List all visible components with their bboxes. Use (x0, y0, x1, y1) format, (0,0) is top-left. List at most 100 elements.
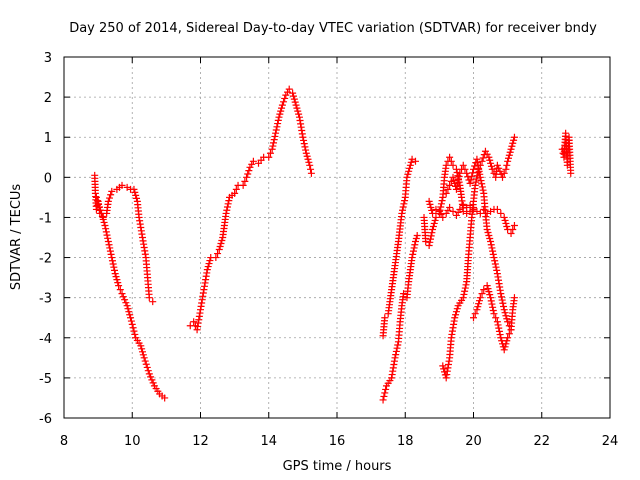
data-point (131, 188, 139, 196)
y-tick-label: 0 (44, 171, 52, 186)
data-point (442, 189, 450, 197)
data-point (471, 310, 479, 318)
data-point (411, 157, 419, 165)
data-point (503, 337, 511, 345)
data-point (92, 193, 100, 201)
data-point (93, 197, 101, 205)
data-point (246, 163, 254, 171)
data-point (145, 370, 153, 378)
data-point (449, 207, 457, 215)
data-point (94, 200, 102, 208)
data-point (140, 354, 148, 362)
y-tick-label: -5 (39, 372, 52, 387)
data-point (239, 181, 247, 189)
data-point (285, 85, 293, 93)
data-point (492, 263, 500, 271)
data-point (144, 367, 152, 375)
data-point (504, 154, 512, 162)
data-point (456, 169, 464, 177)
data-point (502, 312, 510, 320)
data-point (454, 208, 462, 216)
data-point (381, 314, 389, 322)
data-point (455, 173, 463, 181)
data-point (505, 151, 513, 159)
data-point (289, 92, 297, 100)
data-point (412, 235, 420, 243)
data-point (299, 133, 307, 141)
data-point (269, 142, 277, 150)
data-point (469, 169, 477, 177)
data-point (487, 162, 495, 170)
data-point (107, 250, 115, 258)
data-point (490, 254, 498, 262)
data-point (124, 305, 132, 313)
y-tick-label: 3 (44, 51, 52, 66)
data-point (101, 221, 109, 229)
data-point (232, 185, 240, 193)
data-point (248, 160, 256, 168)
data-point (459, 294, 467, 302)
data-point (452, 211, 460, 219)
data-point (497, 209, 505, 217)
data-point (510, 133, 518, 141)
data-point (409, 250, 417, 258)
data-point (502, 340, 510, 348)
x-axis-label: GPS time / hours (283, 459, 392, 474)
data-point (125, 308, 133, 316)
data-point (294, 107, 302, 115)
data-point (380, 392, 388, 400)
data-point (503, 161, 511, 169)
data-point (439, 362, 447, 370)
data-point (399, 206, 407, 214)
data-point (493, 318, 501, 326)
data-point (490, 310, 498, 318)
data-point (450, 176, 458, 184)
data-point (429, 225, 437, 233)
data-point (498, 296, 506, 304)
data-point (118, 290, 126, 298)
data-point (446, 181, 454, 189)
data-point (459, 161, 467, 169)
data-point (504, 157, 512, 165)
data-point (275, 113, 283, 121)
data-point (489, 307, 497, 315)
data-point (392, 347, 400, 355)
data-point (139, 351, 147, 359)
data-point (130, 327, 138, 335)
data-point (439, 213, 447, 221)
data-point (472, 178, 480, 186)
data-point (494, 321, 502, 329)
data-point (501, 309, 509, 317)
data-point (426, 238, 434, 246)
data-point (403, 173, 411, 181)
data-point (268, 145, 276, 153)
data-point (303, 152, 311, 160)
data-point (244, 170, 252, 178)
data-point (432, 213, 440, 221)
data-point (468, 172, 476, 180)
data-point (496, 167, 504, 175)
data-point (126, 311, 134, 319)
data-point (118, 181, 126, 189)
data-point (138, 348, 146, 356)
data-point (452, 311, 460, 319)
data-point (115, 282, 123, 290)
data-point (266, 149, 274, 157)
data-point (392, 351, 400, 359)
data-point (149, 379, 157, 387)
data-point (475, 297, 483, 305)
data-point (488, 244, 496, 252)
data-point (265, 153, 273, 161)
data-point (479, 154, 487, 162)
data-point (97, 206, 105, 214)
data-point (501, 216, 509, 224)
y-tick-label: 2 (44, 91, 52, 106)
data-point (106, 194, 113, 202)
data-point (204, 263, 212, 271)
data-point (148, 376, 156, 384)
data-point (147, 373, 155, 381)
data-point (453, 182, 461, 190)
data-point (503, 222, 511, 230)
data-point (107, 191, 115, 199)
